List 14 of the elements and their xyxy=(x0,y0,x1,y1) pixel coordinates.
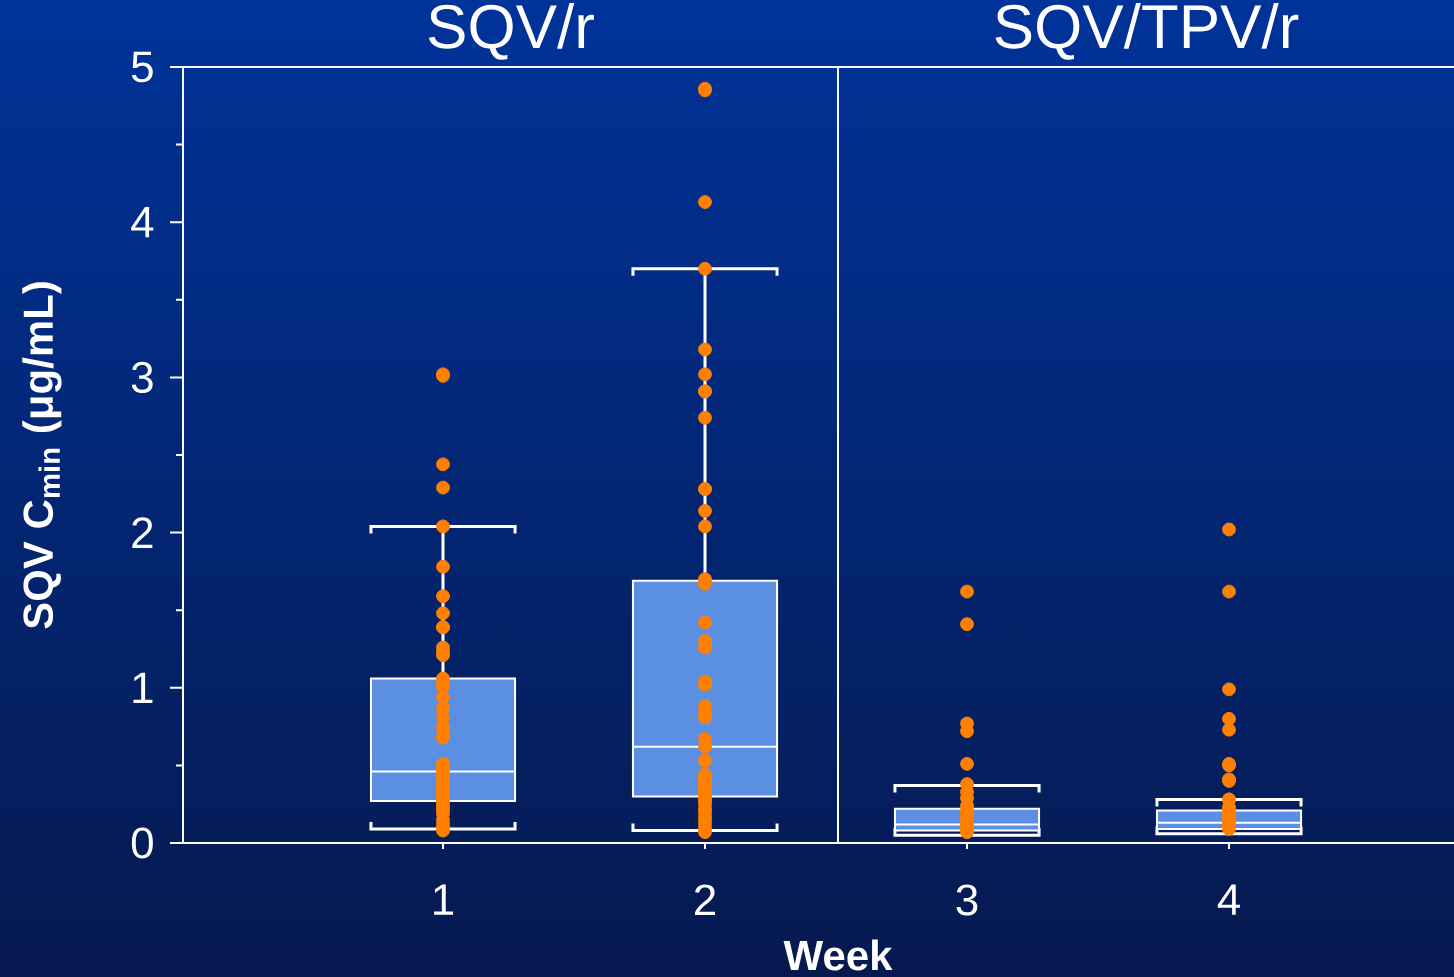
chart-title: SQV/TPV/r xyxy=(995,3,1299,60)
y-axis-title: SQV C$_{min}$ (μg/mL) xyxy=(22,282,62,629)
x-tick-label: 2 xyxy=(694,884,716,916)
y-tick-label: 5 xyxy=(131,51,153,83)
x-tick-label: 3 xyxy=(956,884,978,916)
chart-title: SQV/r xyxy=(428,3,594,60)
y-tick-label: 0 xyxy=(131,827,153,859)
x-tick-label: 4 xyxy=(1217,884,1240,915)
x-axis-title: Week xyxy=(783,939,893,971)
y-tick-label: 1 xyxy=(133,672,153,703)
x-tick-label: 1 xyxy=(434,884,454,915)
y-tick-label: 3 xyxy=(131,361,153,393)
y-tick-label: 2 xyxy=(132,517,153,548)
y-tick-label: 4 xyxy=(131,207,154,238)
